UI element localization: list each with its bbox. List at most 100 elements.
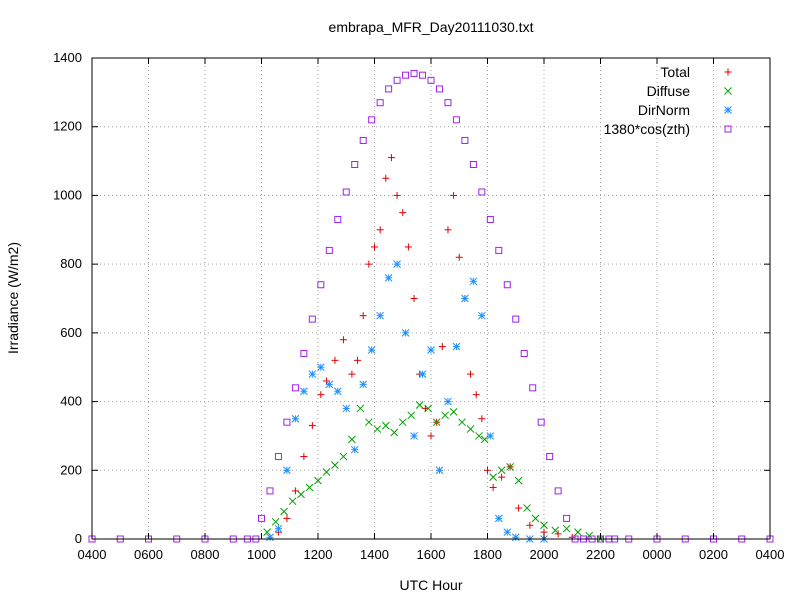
data-point-1380-cos-zth bbox=[546, 453, 554, 461]
data-point-diffuse bbox=[449, 408, 458, 416]
data-point-total bbox=[376, 226, 384, 234]
y-tick-label: 1400 bbox=[53, 50, 82, 65]
series-dirnorm bbox=[266, 260, 548, 543]
data-point-diffuse bbox=[540, 521, 548, 530]
x-tick-label: 2200 bbox=[586, 547, 615, 562]
data-point-diffuse bbox=[506, 462, 514, 471]
data-point-diffuse bbox=[424, 404, 433, 413]
y-tick-label: 400 bbox=[60, 394, 82, 409]
data-point-1380-cos-zth bbox=[368, 116, 376, 124]
data-point-total bbox=[526, 521, 534, 529]
data-point-1380-cos-zth bbox=[291, 384, 299, 392]
data-point-dirnorm bbox=[469, 277, 478, 286]
data-point-1380-cos-zth bbox=[486, 215, 494, 223]
data-point-dirnorm bbox=[418, 370, 427, 378]
data-point-diffuse bbox=[551, 526, 560, 535]
data-point-diffuse bbox=[562, 524, 571, 533]
data-point-1380-cos-zth bbox=[266, 487, 274, 495]
data-point-diffuse bbox=[339, 452, 348, 461]
data-point-total bbox=[283, 514, 291, 522]
data-point-dirnorm bbox=[359, 380, 368, 389]
data-point-1380-cos-zth bbox=[393, 76, 401, 84]
data-point-total bbox=[399, 209, 407, 217]
data-point-dirnorm bbox=[367, 346, 376, 354]
x-tick-label: 0200 bbox=[699, 547, 728, 562]
data-point-1380-cos-zth bbox=[283, 418, 291, 426]
data-point-diffuse bbox=[348, 435, 356, 444]
data-point-total bbox=[438, 343, 446, 351]
data-point-diffuse bbox=[398, 418, 407, 427]
data-point-1380-cos-zth bbox=[402, 71, 410, 79]
x-tick-label: 1400 bbox=[360, 547, 389, 562]
data-point-diffuse bbox=[523, 504, 531, 512]
x-tick-label: 1800 bbox=[473, 547, 502, 562]
data-point-dirnorm bbox=[393, 260, 401, 268]
data-point-diffuse bbox=[288, 497, 297, 506]
y-tick-label: 600 bbox=[60, 325, 82, 340]
x-tick-label: 0400 bbox=[78, 547, 107, 562]
data-point-total bbox=[467, 370, 475, 378]
data-point-diffuse bbox=[305, 483, 314, 492]
data-point-total bbox=[365, 260, 373, 268]
data-point-1380-cos-zth bbox=[529, 384, 537, 392]
data-point-dirnorm bbox=[503, 528, 512, 536]
data-point-1380-cos-zth bbox=[317, 281, 325, 289]
data-point-1380-cos-zth bbox=[427, 76, 435, 84]
data-point-dirnorm bbox=[283, 466, 291, 475]
x-axis-title: UTC Hour bbox=[399, 577, 462, 593]
data-point-diffuse bbox=[480, 435, 489, 444]
data-point-diffuse bbox=[356, 404, 365, 413]
data-point-1380-cos-zth bbox=[563, 514, 571, 522]
legend-item-total: Total bbox=[660, 64, 732, 80]
legend-label: 1380*cos(zth) bbox=[604, 121, 690, 137]
data-point-diffuse bbox=[475, 432, 483, 440]
data-point-total bbox=[300, 453, 308, 461]
x-tick-label: 1000 bbox=[247, 547, 276, 562]
data-point-1380-cos-zth bbox=[300, 349, 308, 357]
data-point-1380-cos-zth bbox=[435, 85, 443, 93]
data-point-1380-cos-zth bbox=[419, 71, 427, 79]
data-point-1380-cos-zth bbox=[274, 453, 282, 461]
y-tick-label: 200 bbox=[60, 462, 82, 477]
data-point-total bbox=[348, 370, 356, 378]
legend-marker-total bbox=[724, 68, 732, 76]
data-point-total bbox=[339, 336, 347, 344]
data-point-total bbox=[515, 504, 523, 512]
data-point-1380-cos-zth bbox=[342, 188, 350, 196]
tick-marks bbox=[91, 57, 771, 540]
data-point-dirnorm bbox=[452, 342, 461, 351]
data-point-1380-cos-zth bbox=[452, 116, 460, 124]
x-tick-label: 2000 bbox=[530, 547, 559, 562]
data-point-1380-cos-zth bbox=[461, 136, 469, 144]
data-point-dirnorm bbox=[486, 432, 495, 440]
data-point-total bbox=[444, 226, 452, 234]
data-point-dirnorm bbox=[494, 514, 503, 523]
data-point-1380-cos-zth bbox=[495, 246, 503, 254]
data-point-total bbox=[393, 191, 401, 199]
y-tick-label: 800 bbox=[60, 256, 82, 271]
data-point-diffuse bbox=[297, 490, 305, 499]
data-point-dirnorm bbox=[291, 414, 300, 423]
data-point-diffuse bbox=[381, 421, 390, 430]
data-point-1380-cos-zth bbox=[469, 161, 477, 169]
y-axis-title: Irradiance (W/m2) bbox=[5, 242, 21, 354]
data-point-1380-cos-zth bbox=[334, 215, 342, 223]
data-point-1380-cos-zth bbox=[554, 487, 562, 495]
data-point-total bbox=[498, 473, 506, 481]
legend-label: Total bbox=[660, 64, 690, 80]
data-point-1380-cos-zth bbox=[376, 99, 384, 107]
data-point-1380-cos-zth bbox=[258, 514, 265, 522]
data-point-total bbox=[478, 415, 486, 423]
data-point-dirnorm bbox=[401, 329, 410, 337]
legend-marker-dirnorm bbox=[724, 106, 732, 114]
x-tick-label: 0400 bbox=[756, 547, 785, 562]
data-point-1380-cos-zth bbox=[351, 161, 359, 169]
data-point-dirnorm bbox=[308, 370, 317, 378]
legend-marker-1380-cos-zth bbox=[724, 125, 732, 133]
data-point-dirnorm bbox=[477, 311, 486, 320]
data-point-dirnorm bbox=[300, 387, 308, 396]
data-point-1380-cos-zth bbox=[385, 85, 393, 93]
data-point-1380-cos-zth bbox=[325, 246, 333, 254]
data-point-total bbox=[371, 243, 378, 251]
